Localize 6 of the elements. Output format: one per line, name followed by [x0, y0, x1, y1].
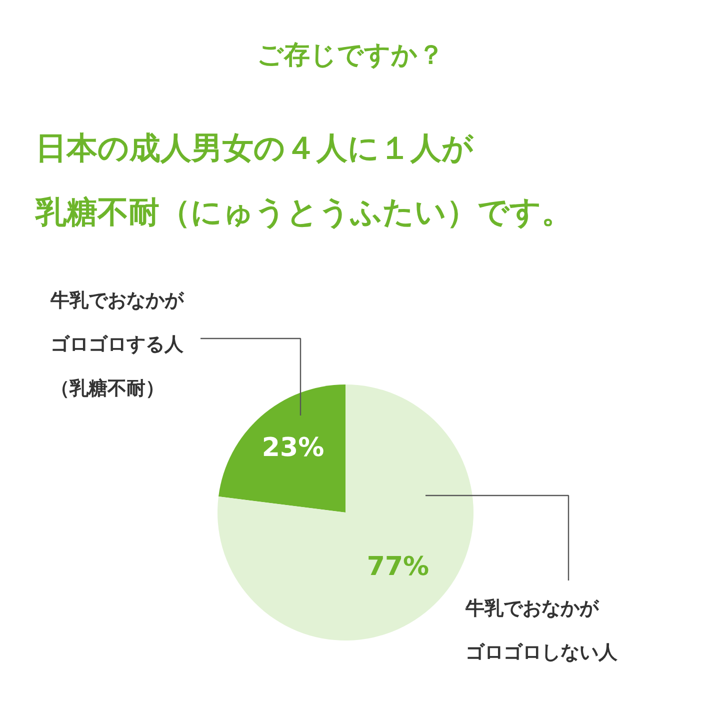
data-label: 23%	[262, 432, 324, 463]
data-label: 77%	[366, 552, 430, 582]
chart-subtitle: 日本の成人男女の４人に１人が乳糖不耐（にゅうとうふたい）です。	[34, 130, 572, 230]
chart-title: ご存じですか？	[257, 40, 444, 70]
slice-label: 牛乳でおなかがゴロゴロしない人	[464, 598, 618, 664]
slice-label: 牛乳でおなかがゴロゴロする人（乳糖不耐）	[50, 290, 184, 400]
